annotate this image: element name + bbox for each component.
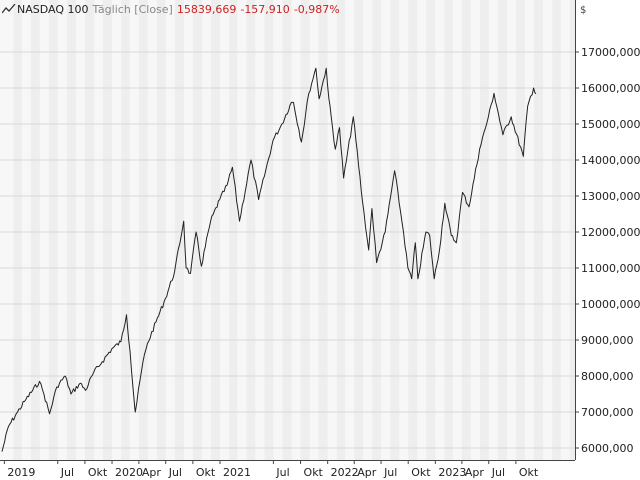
month-band — [479, 0, 489, 460]
change-value: -157,910 — [240, 3, 290, 16]
x-tick-label: Jul — [168, 466, 182, 479]
last-value: 15839,669 — [176, 3, 237, 16]
x-tick-label: 2022 — [331, 466, 359, 479]
y-tick-label: 16000,000 — [581, 82, 640, 95]
instrument-name: NASDAQ 100 — [17, 3, 89, 16]
y-tick-label: 17000,000 — [581, 46, 640, 59]
y-tick-label: 14000,000 — [581, 154, 640, 167]
currency-label: $ — [580, 5, 587, 16]
month-band — [84, 0, 95, 460]
month-band — [497, 0, 508, 460]
month-band — [461, 0, 471, 460]
y-tick-label: 15000,000 — [581, 118, 640, 131]
x-tick-label: 2020 — [115, 466, 143, 479]
month-band — [336, 0, 346, 460]
x-tick-label: Okt — [196, 466, 216, 479]
month-bands — [0, 0, 575, 460]
month-band — [318, 0, 328, 460]
month-band — [569, 0, 575, 460]
x-tick-label: Okt — [519, 466, 539, 479]
month-band — [174, 0, 185, 460]
interval-label: Täglich [Close] — [92, 3, 173, 16]
gridlines — [0, 51, 575, 449]
x-tick-label: 2019 — [7, 466, 35, 479]
month-band — [444, 0, 453, 460]
x-tick-label: Okt — [411, 466, 431, 479]
y-tick-label: 13000,000 — [581, 190, 640, 203]
month-band — [156, 0, 166, 460]
month-band — [354, 0, 364, 460]
x-tick-label: 2021 — [223, 466, 251, 479]
month-band — [30, 0, 40, 460]
x-tick-label: Apr — [357, 466, 377, 479]
x-tick-label: Apr — [142, 466, 162, 479]
y-tick-label: 12000,000 — [581, 226, 640, 239]
month-band — [515, 0, 526, 460]
x-tick-label: Jul — [383, 466, 397, 479]
month-band — [372, 0, 382, 460]
month-band — [48, 0, 58, 460]
month-band — [192, 0, 203, 460]
month-band — [533, 0, 544, 460]
month-band — [66, 0, 77, 460]
x-tick-label: Jul — [275, 466, 289, 479]
month-band — [13, 0, 22, 460]
y-tick-label: 6000,000 — [581, 442, 634, 455]
month-band — [246, 0, 256, 460]
month-band — [390, 0, 400, 460]
x-tick-label: Apr — [465, 466, 485, 479]
x-tick-label: Jul — [60, 466, 74, 479]
y-tick-label: 10000,000 — [581, 298, 640, 311]
y-tick-label: 9000,000 — [581, 334, 634, 347]
chart-header: NASDAQ 100 Täglich [Close] 15839,669 -157,9… — [1, 3, 344, 17]
x-tick-label: Jul — [491, 466, 505, 479]
month-band — [426, 0, 436, 460]
month-band — [102, 0, 113, 460]
line-chart-icon — [1, 3, 16, 14]
month-band — [138, 0, 148, 460]
y-tick-label: 8000,000 — [581, 370, 634, 383]
price-series-line — [1, 67, 537, 452]
month-band — [408, 0, 418, 460]
x-tick-label: 2023 — [438, 466, 466, 479]
month-band — [229, 0, 238, 460]
x-tick-label: Okt — [88, 466, 108, 479]
month-band — [552, 0, 561, 460]
y-tick-label: 11000,000 — [581, 262, 640, 275]
month-band — [282, 0, 292, 460]
month-band — [264, 0, 274, 460]
x-tick-label: Okt — [304, 466, 324, 479]
month-band — [210, 0, 220, 460]
y-tick-label: 7000,000 — [581, 406, 634, 419]
y-axis: 6000,000 7000,000 8000,000 9000,000 10000,00… — [575, 0, 640, 460]
change-percent: -0,987% — [293, 3, 340, 16]
month-band — [121, 0, 130, 460]
month-band — [300, 0, 310, 460]
